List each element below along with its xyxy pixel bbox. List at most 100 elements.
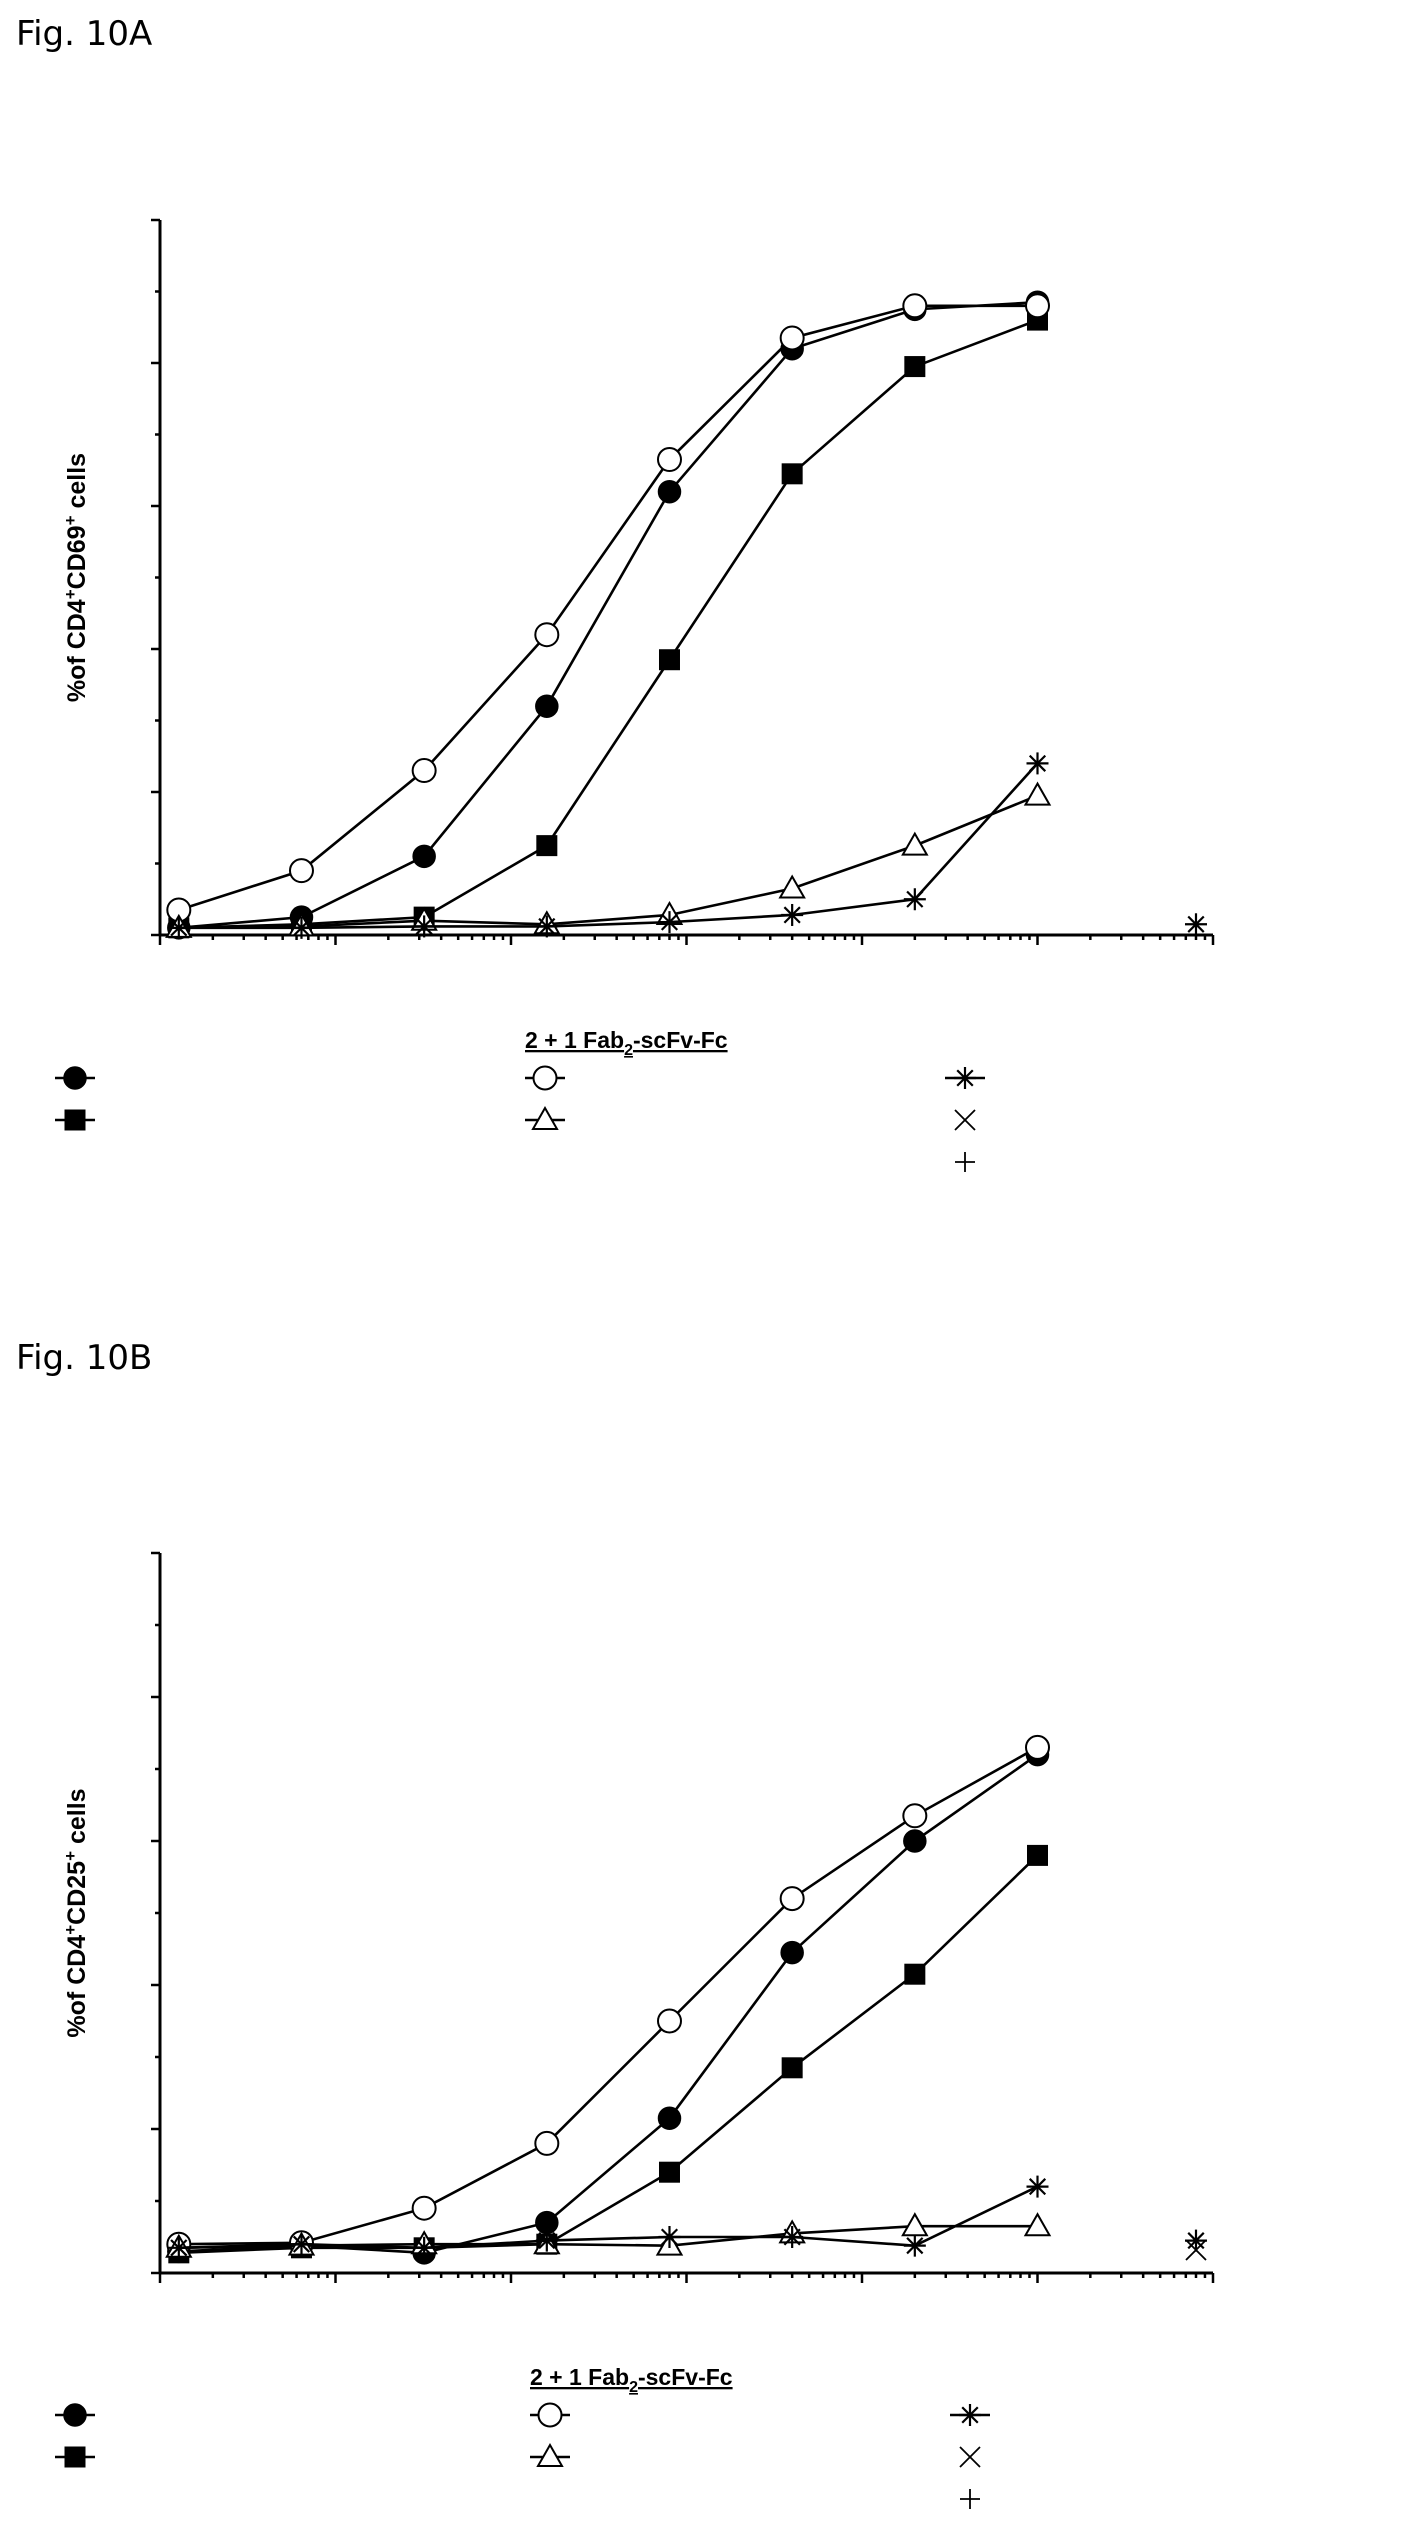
data-point — [904, 356, 926, 378]
data-point — [535, 694, 559, 718]
series-asterisk — [167, 752, 1049, 939]
legend-heading-part: -scFv-Fc — [638, 2364, 733, 2390]
legend-item — [955, 1152, 975, 1172]
data-point — [535, 2229, 558, 2252]
legend-marker — [960, 2489, 980, 2509]
data-point — [656, 447, 682, 473]
series-line — [178, 762, 1039, 930]
series-line — [178, 300, 1038, 930]
data-point — [658, 2161, 680, 2183]
y-axis-label-part: + — [61, 515, 80, 525]
data-point — [534, 2130, 560, 2156]
legend-heading-part: 2 — [624, 1042, 633, 1059]
data-point — [901, 831, 929, 856]
legend-marker — [537, 2402, 563, 2428]
legend-heading-part: 2 + 1 Fab — [525, 1027, 624, 1053]
y-axis-label: %of CD4+CD69+ cells — [61, 453, 91, 702]
data-point — [657, 479, 682, 504]
y-axis-label-part: + — [61, 1851, 80, 1861]
legend-item — [530, 2402, 570, 2428]
legend-item — [530, 2442, 570, 2467]
data-point — [779, 1886, 805, 1912]
data-point — [781, 903, 804, 926]
legend-marker — [64, 1109, 86, 1131]
series-line — [178, 2185, 1039, 2250]
data-point — [902, 293, 928, 319]
data-point — [904, 1963, 926, 1985]
data-point — [1025, 293, 1050, 319]
legend-marker — [954, 1109, 976, 1131]
legend-marker — [536, 2442, 564, 2467]
control-point — [1184, 913, 1207, 936]
legend-heading-part: -scFv-Fc — [633, 1027, 728, 1053]
legend-item — [55, 1109, 95, 1131]
data-point — [1023, 781, 1052, 806]
data-point — [411, 758, 437, 784]
legend-marker — [532, 1065, 558, 1091]
data-point — [658, 2226, 681, 2248]
series-line — [178, 794, 1038, 930]
data-point — [1025, 1734, 1050, 1760]
series-line — [178, 1746, 1039, 2246]
data-point — [1026, 2175, 1049, 2198]
legend-item — [525, 1105, 565, 1130]
legend-marker — [63, 2403, 87, 2427]
series-line — [178, 318, 1038, 930]
legend-heading: 2 + 1 Fab2-scFv-Fc — [525, 1027, 728, 1059]
data-point — [658, 911, 681, 934]
legend-item — [959, 2446, 981, 2468]
series-open-circle — [166, 293, 1050, 923]
legend-item — [960, 2489, 980, 2509]
data-point — [658, 649, 680, 671]
y-axis-label-part: %of CD4 — [63, 599, 91, 702]
legend-item — [525, 1065, 565, 1091]
legend-marker — [959, 2446, 981, 2468]
legend-marker — [959, 2404, 981, 2426]
data-point — [412, 844, 436, 869]
legend-item — [945, 1067, 985, 1089]
data-point — [902, 1803, 928, 1829]
data-point — [290, 2233, 313, 2256]
data-point — [535, 915, 558, 938]
y-axis-label-part: %of CD4 — [63, 1935, 91, 2038]
data-point — [781, 2057, 803, 2079]
legend-item — [950, 2404, 990, 2426]
data-point — [1023, 2212, 1052, 2237]
data-point — [657, 2106, 682, 2130]
y-axis-label-part: CD69 — [63, 525, 91, 589]
data-point — [290, 916, 313, 939]
legend-heading-part: 2 + 1 Fab — [530, 2364, 629, 2390]
y-axis-label-part: CD25 — [63, 1861, 91, 1925]
data-point — [167, 916, 190, 939]
data-point — [288, 858, 314, 884]
legend-marker — [954, 1067, 976, 1089]
legend-item — [55, 1066, 95, 1090]
series-line — [178, 304, 1038, 912]
series-filled-square — [168, 1844, 1048, 2264]
data-point — [534, 622, 560, 648]
y-axis-label-part: cells — [63, 1788, 91, 1851]
data-point — [411, 2195, 437, 2221]
control-point — [1184, 2229, 1207, 2252]
figure-label-10b: Fig. 10B — [16, 1338, 153, 1378]
series-line — [178, 1854, 1039, 2255]
y-axis-label: %of CD4+CD25+ cells — [61, 1788, 91, 2037]
data-point — [1027, 1844, 1048, 1866]
legend-marker — [64, 2446, 86, 2468]
data-point — [781, 2226, 804, 2248]
data-point — [781, 463, 803, 485]
series-asterisk — [167, 2175, 1049, 2259]
data-point — [413, 915, 436, 938]
figure-label-10a: Fig. 10A — [16, 14, 153, 54]
data-point — [536, 835, 558, 857]
legend-item — [55, 2446, 95, 2468]
data-point — [167, 2236, 190, 2259]
data-point — [903, 1829, 927, 1853]
legend-marker — [955, 1152, 975, 1172]
y-axis-label-part: + — [61, 1925, 80, 1935]
data-point — [903, 888, 926, 911]
legend-heading-part: 2 — [629, 2379, 638, 2396]
data-point — [901, 2212, 929, 2237]
